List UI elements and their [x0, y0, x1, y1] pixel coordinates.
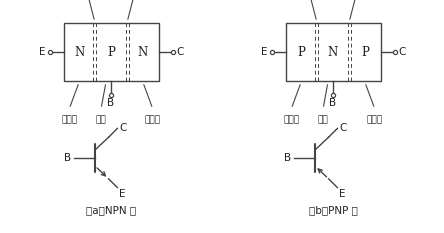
Text: E: E: [261, 47, 267, 57]
Text: B: B: [284, 153, 291, 163]
Text: B: B: [107, 98, 115, 108]
Text: C: C: [339, 123, 346, 133]
Text: E: E: [339, 189, 345, 199]
Text: 集电区: 集电区: [145, 115, 161, 124]
Text: 发射区: 发射区: [61, 115, 77, 124]
Text: C: C: [177, 47, 184, 57]
Text: E: E: [119, 189, 126, 199]
Text: E: E: [39, 47, 45, 57]
Text: 基区: 基区: [317, 115, 329, 124]
Text: N: N: [328, 45, 338, 58]
Text: N: N: [138, 45, 148, 58]
Text: P: P: [107, 45, 115, 58]
Text: B: B: [329, 98, 337, 108]
Text: 发射区: 发射区: [283, 115, 299, 124]
Text: P: P: [297, 45, 305, 58]
Bar: [63, 23, 159, 81]
Text: B: B: [64, 153, 71, 163]
Text: C: C: [119, 123, 127, 133]
Text: （a）NPN 型: （a）NPN 型: [86, 205, 136, 215]
Text: 基区: 基区: [95, 115, 107, 124]
Text: N: N: [74, 45, 84, 58]
Text: P: P: [361, 45, 369, 58]
Bar: [285, 23, 381, 81]
Text: C: C: [399, 47, 406, 57]
Text: （b）PNP 型: （b）PNP 型: [309, 205, 357, 215]
Text: 集电区: 集电区: [367, 115, 383, 124]
